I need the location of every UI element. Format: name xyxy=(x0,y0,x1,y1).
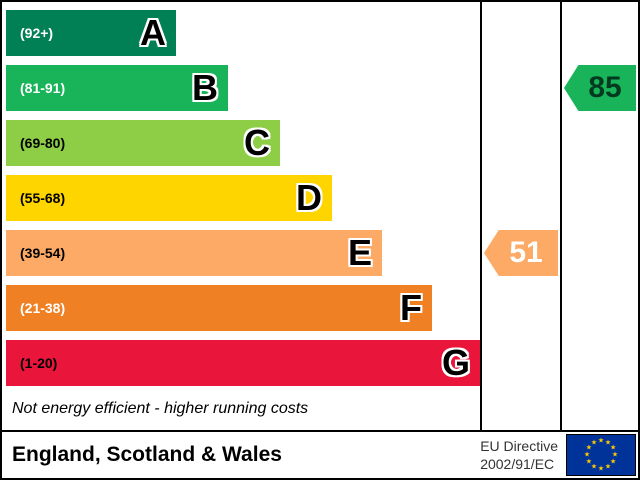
band-row-f: (21-38) F xyxy=(6,285,432,331)
band-range-b: (81-91) xyxy=(20,80,66,96)
svg-text:★: ★ xyxy=(610,458,616,466)
rating-scale-area: (92+) A (81-91) B (69-80) C (55-68) D (3 xyxy=(2,2,638,430)
band-letter-b: B xyxy=(192,67,218,108)
svg-text:★: ★ xyxy=(610,444,616,452)
svg-text:★: ★ xyxy=(586,458,592,466)
region-label: England, Scotland & Wales xyxy=(12,443,282,466)
eu-directive-line1: EU Directive xyxy=(480,437,558,454)
band-bar-c: (69-80) C xyxy=(6,120,280,166)
band-bar-e: (39-54) E xyxy=(6,230,382,276)
efficiency-note: Not energy efficient - higher running co… xyxy=(12,400,309,417)
band-bar-g: (1-20) G xyxy=(6,340,480,386)
eu-directive-label: EU Directive 2002/91/EC xyxy=(480,437,558,473)
svg-text:★: ★ xyxy=(605,438,611,446)
svg-text:★: ★ xyxy=(605,463,611,471)
eu-directive-line2: 2002/91/EC xyxy=(480,456,555,472)
potential-rating-arrow: 85 xyxy=(564,65,636,111)
band-bar-d: (55-68) D xyxy=(6,175,332,221)
svg-text:★: ★ xyxy=(584,451,590,459)
band-row-e: (39-54) E xyxy=(6,230,382,276)
eu-flag-stars: ★ ★ ★ ★ ★ ★ ★ ★ ★ ★ ★ ★ xyxy=(584,437,618,473)
svg-text:★: ★ xyxy=(591,463,597,471)
band-range-a: (92+) xyxy=(20,25,54,41)
svg-text:★: ★ xyxy=(612,451,618,459)
current-column-divider xyxy=(480,2,482,430)
band-row-a: (92+) A xyxy=(6,10,176,56)
svg-text:★: ★ xyxy=(598,465,604,473)
svg-text:★: ★ xyxy=(598,437,604,445)
current-rating-arrow: 51 xyxy=(484,230,558,276)
band-bar-a: (92+) A xyxy=(6,10,176,56)
eu-flag: ★ ★ ★ ★ ★ ★ ★ ★ ★ ★ ★ ★ xyxy=(566,434,636,476)
band-row-d: (55-68) D xyxy=(6,175,332,221)
band-letter-f: F xyxy=(400,287,422,328)
band-letter-c: C xyxy=(244,122,270,163)
band-row-b: (81-91) B xyxy=(6,65,228,111)
band-range-d: (55-68) xyxy=(20,190,66,206)
eu-flag-field xyxy=(566,434,636,476)
potential-column-divider xyxy=(560,2,562,430)
svg-text:★: ★ xyxy=(591,438,597,446)
current-rating-value: 51 xyxy=(509,236,543,269)
band-range-c: (69-80) xyxy=(20,135,66,151)
band-letter-d: D xyxy=(296,177,322,218)
band-letter-g: G xyxy=(441,342,470,383)
potential-rating-value: 85 xyxy=(588,71,622,104)
band-bar-b: (81-91) B xyxy=(6,65,228,111)
band-row-c: (69-80) C xyxy=(6,120,280,166)
band-letter-e: E xyxy=(347,232,372,273)
band-range-g: (1-20) xyxy=(20,355,58,371)
band-letter-a: A xyxy=(140,12,166,53)
footer-bar: England, Scotland & Wales EU Directive 2… xyxy=(2,430,638,478)
band-row-g: (1-20) G xyxy=(6,340,480,386)
svg-text:★: ★ xyxy=(586,444,592,452)
band-bar-f: (21-38) F xyxy=(6,285,432,331)
band-range-e: (39-54) xyxy=(20,245,66,261)
band-range-f: (21-38) xyxy=(20,300,66,316)
